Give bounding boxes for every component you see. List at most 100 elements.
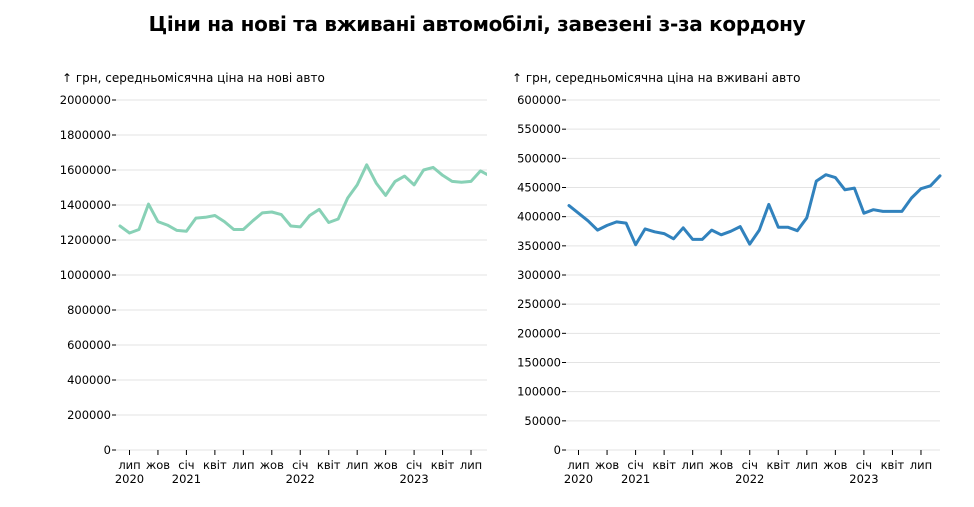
y-tick-label: 500000 [517,151,561,165]
y-tick-label: 2000000 [60,93,111,107]
data-point [413,183,416,186]
data-point [137,228,140,231]
x-tick-label: січ [627,458,643,472]
y-tick-label: 450000 [517,181,561,195]
y-tick-label: 250000 [517,297,561,311]
y-tick-label: 1400000 [60,198,111,212]
x-tick-label: жов [146,458,170,472]
x-tick-year-label: 2023 [399,472,428,486]
data-point [384,194,387,197]
y-tick-label: 1000000 [60,268,111,282]
chart-title: Ціни на нові та вживані автомобілі, заве… [148,12,806,36]
data-point [327,221,330,224]
data-point [748,243,751,246]
data-point [606,224,609,227]
x-tick-label: січ [178,458,194,472]
data-point [451,180,454,183]
data-point [767,203,770,206]
x-tick-label: лип [460,458,482,472]
y-tick-label: 100000 [517,385,561,399]
data-point [261,211,264,214]
x-tick-year-label: 2022 [735,472,764,486]
data-point [729,230,732,233]
data-point [758,229,761,232]
y-tick-label: 600000 [517,93,561,107]
data-point [853,187,856,190]
x-tick-label: квіт [881,458,905,472]
data-point [568,204,571,207]
data-point [891,210,894,213]
x-tick-label: квіт [431,458,455,472]
x-tick-label: жов [374,458,398,472]
x-tick-label: січ [406,458,422,472]
x-tick-label: жов [595,458,619,472]
data-point [308,214,311,217]
used-price-line [567,173,942,247]
data-point [289,225,292,228]
y-tick-label: 1800000 [60,128,111,142]
y-tick-label: 400000 [517,210,561,224]
x-tick-label: січ [742,458,758,472]
x-tick-year-label: 2022 [286,472,315,486]
x-tick-label: лип [796,458,818,472]
data-point [615,220,618,223]
data-point [881,210,884,213]
data-point [739,225,742,228]
data-point [910,197,913,200]
x-tick-label: квіт [203,458,227,472]
y-tick-label: 600000 [67,338,111,352]
x-tick-label: квіт [652,458,676,472]
data-point [470,180,473,183]
data-point [815,180,818,183]
data-point [720,233,723,236]
y-tick-label: 300000 [517,268,561,282]
x-tick-label: лип [118,458,140,472]
y-tick-label: 0 [104,443,111,457]
y-tick-label: 400000 [67,373,111,387]
data-point [805,216,808,219]
data-point [422,169,425,172]
data-point [672,237,675,240]
data-point [251,219,254,222]
x-tick-label: лип [910,458,932,472]
data-point [786,226,789,229]
y-tick-label: 800000 [67,303,111,317]
data-point [147,203,150,206]
x-tick-label: січ [292,458,308,472]
data-point [356,183,359,186]
data-point [596,229,599,232]
x-tick-label: квіт [317,458,341,472]
data-point [710,229,713,232]
data-point [691,238,694,241]
data-point [232,228,235,231]
x-tick-year-label: 2020 [115,472,144,486]
y-tick-label: 50000 [524,414,561,428]
x-tick-label: жов [260,458,284,472]
data-point [299,225,302,228]
x-tick-label: лип [681,458,703,472]
data-point [862,212,865,215]
x-tick-label: лип [567,458,589,472]
x-tick-label: лип [346,458,368,472]
data-point [919,187,922,190]
data-point [175,229,178,232]
data-point [577,212,580,215]
x-tick-label: січ [856,458,872,472]
data-point [119,225,122,228]
y-tick-label: 1600000 [60,163,111,177]
data-point [432,166,435,169]
y-tick-label: 150000 [517,356,561,370]
data-point [460,181,463,184]
y-tick-label: 350000 [517,239,561,253]
data-point [587,219,590,222]
x-tick-label: жов [709,458,733,472]
data-point [929,184,932,187]
data-point [939,174,942,177]
y-tick-label: 200000 [67,408,111,422]
x-tick-label: лип [232,458,254,472]
data-point [346,197,349,200]
data-point [663,232,666,235]
data-point [318,208,321,211]
data-point [843,188,846,191]
data-point [166,224,169,227]
